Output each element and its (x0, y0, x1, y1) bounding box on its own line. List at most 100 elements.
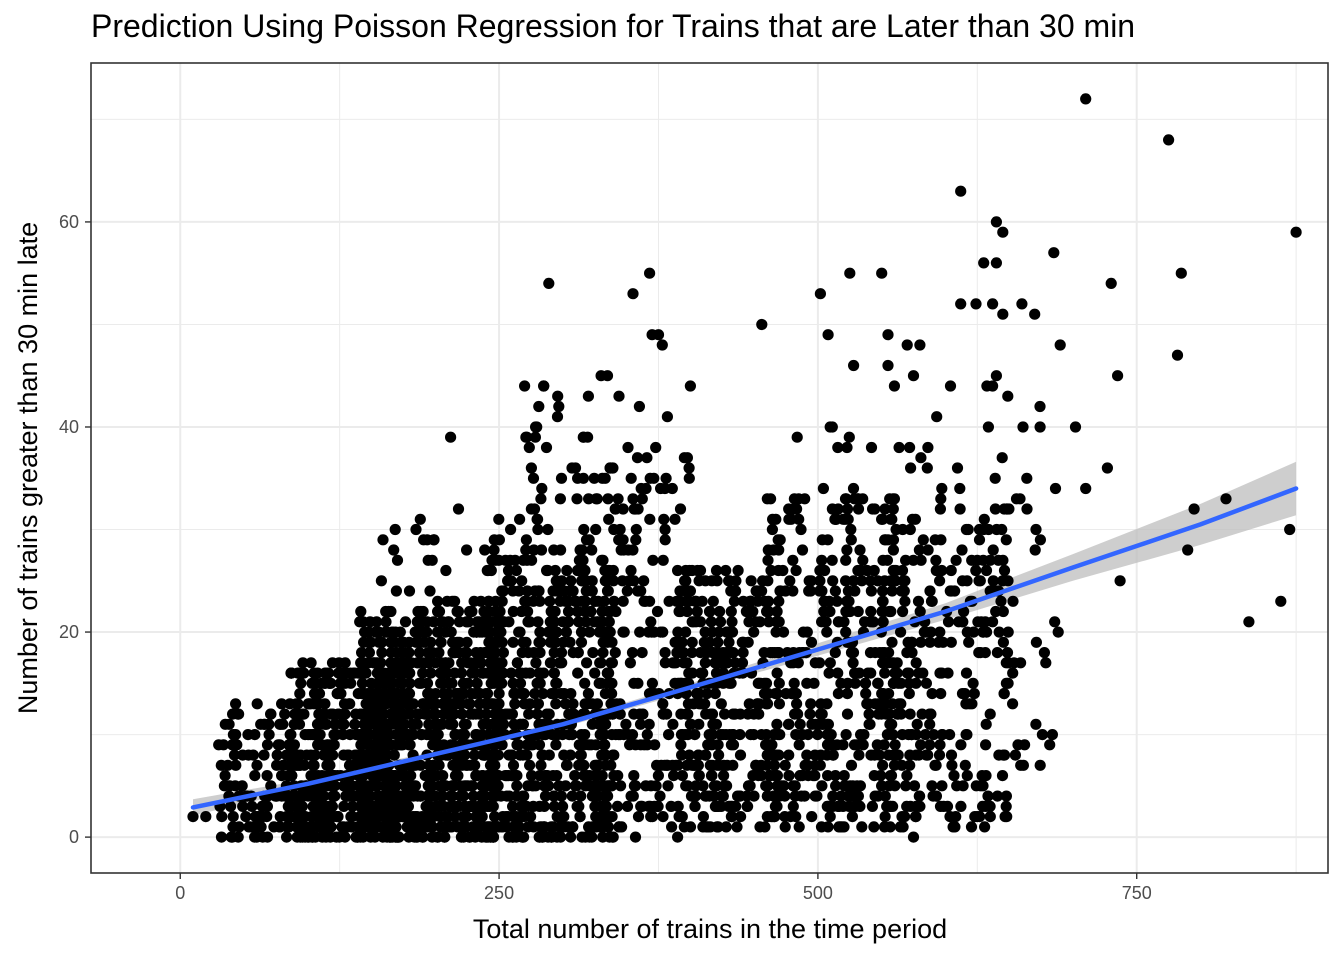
data-point (892, 749, 904, 761)
data-point (411, 657, 423, 669)
data-point (497, 647, 509, 659)
data-point (688, 759, 700, 771)
data-point (218, 780, 230, 792)
data-point (803, 575, 815, 587)
data-point (698, 636, 710, 648)
data-point (1046, 729, 1058, 741)
data-point (950, 554, 962, 566)
data-point (768, 790, 780, 802)
data-point (1034, 400, 1046, 413)
data-point (837, 513, 849, 525)
data-point (712, 739, 724, 751)
data-point (876, 780, 888, 792)
data-point (924, 585, 936, 597)
data-point (583, 626, 596, 638)
data-point (644, 513, 656, 525)
data-point (837, 739, 849, 751)
data-point (914, 790, 926, 802)
data-point (597, 626, 609, 638)
data-point (845, 647, 858, 659)
data-point (572, 667, 584, 679)
data-point (349, 749, 361, 761)
data-point (799, 790, 811, 802)
data-point (814, 288, 827, 300)
data-point (548, 667, 561, 679)
data-point (977, 626, 989, 638)
data-point (513, 585, 525, 597)
data-point (981, 380, 993, 392)
data-point (563, 729, 575, 741)
data-point (394, 770, 406, 782)
data-point (321, 759, 333, 771)
data-point (883, 647, 895, 659)
data-point (586, 821, 599, 833)
data-point (779, 759, 791, 771)
data-point (388, 544, 400, 556)
data-point (829, 585, 842, 597)
data-point (638, 739, 650, 751)
data-point (430, 729, 442, 741)
data-point (353, 821, 365, 833)
data-point (987, 544, 999, 556)
data-point (673, 811, 685, 823)
data-point (963, 698, 976, 710)
data-point (830, 780, 842, 792)
data-point (572, 605, 584, 618)
data-point (822, 770, 834, 782)
data-point (435, 677, 447, 689)
data-point (997, 636, 1010, 648)
data-point (569, 770, 581, 782)
data-point (548, 636, 560, 648)
data-point (258, 718, 270, 730)
data-point (887, 503, 899, 515)
data-point (550, 698, 562, 710)
data-point (360, 698, 372, 710)
data-point (900, 780, 912, 792)
data-point (497, 811, 509, 823)
data-point (944, 811, 956, 823)
data-point (769, 800, 782, 813)
data-point (465, 800, 477, 813)
data-point (839, 493, 852, 505)
data-point (854, 800, 866, 813)
data-point (521, 554, 533, 566)
data-point (572, 647, 584, 659)
data-point (882, 359, 894, 372)
data-point (766, 739, 778, 751)
data-point (237, 800, 249, 813)
data-point (482, 749, 494, 761)
data-point (306, 811, 318, 823)
data-point (716, 790, 728, 802)
data-point (226, 739, 238, 751)
data-point (1188, 503, 1200, 515)
data-point (581, 770, 593, 782)
data-point (560, 626, 573, 638)
data-point (832, 616, 845, 628)
data-point (560, 780, 572, 792)
data-point (380, 729, 392, 741)
data-point (832, 688, 845, 700)
data-point (643, 718, 655, 730)
data-point (622, 441, 634, 454)
data-point (440, 564, 452, 577)
data-point (438, 831, 450, 843)
data-point (311, 718, 324, 730)
data-point (935, 493, 947, 505)
data-point (308, 698, 320, 710)
data-point (433, 739, 445, 751)
data-point (613, 729, 625, 741)
data-point (637, 708, 649, 720)
data-point (980, 718, 992, 730)
data-point (356, 647, 368, 659)
data-point (594, 657, 606, 669)
data-point (328, 739, 340, 751)
data-point (913, 544, 926, 556)
data-point (356, 667, 368, 679)
data-point (1000, 534, 1012, 546)
data-point (537, 688, 549, 700)
data-point (904, 759, 916, 771)
data-point (261, 739, 274, 751)
data-point (1182, 544, 1194, 556)
data-point (935, 688, 947, 700)
axis-ticks: 0 250 500 750 0 20 40 60 (59, 212, 1152, 903)
